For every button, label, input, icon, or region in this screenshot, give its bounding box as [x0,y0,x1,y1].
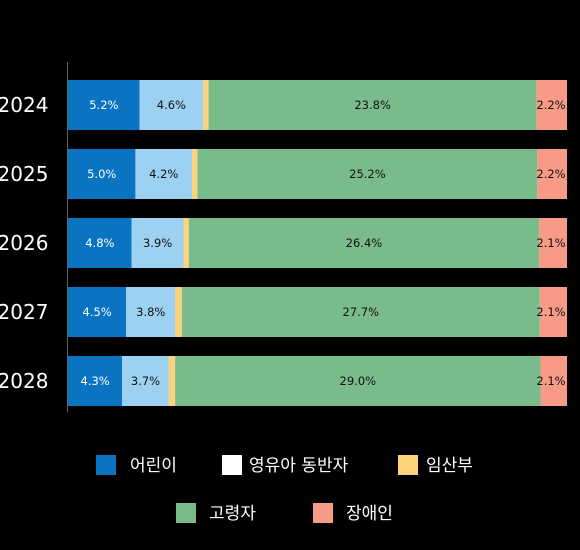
bar-segment [183,218,189,268]
data-label: 2.1% [536,305,565,319]
data-label: 4.3% [80,374,109,388]
legend-swatch [398,455,418,475]
data-label: 26.4% [346,236,383,250]
bar-segment [539,218,567,268]
legend-swatch [96,455,116,475]
legend-label: 고령자 [209,504,256,524]
data-label: 2.2% [536,167,565,181]
data-label: 5.0% [87,167,116,181]
bar-segment [68,218,132,268]
data-label: 2.1% [536,236,565,250]
bar-segment [188,218,540,268]
bar-segment [175,356,541,406]
legend-label: 영유아 동반자 [249,456,349,476]
bar-segment [135,149,193,199]
year-label: 2026 [0,231,48,255]
bar-segment [540,356,567,406]
legend-label: 임산부 [426,456,473,476]
legend-label: 장애인 [346,504,393,524]
year-label: 2024 [0,93,48,117]
data-label: 29.0% [340,374,377,388]
legend-swatch [222,455,242,475]
bar-segment [131,218,184,268]
bar-segment [203,80,209,130]
bar-segment [208,80,537,130]
bar-segment [175,287,182,337]
data-label: 27.7% [343,305,380,319]
bar-segment [68,149,136,199]
legend-label: 어린이 [130,456,177,476]
legend-swatch [313,503,333,523]
bar-segment [139,80,204,130]
bar-segment [68,356,123,406]
bars-group: 20245.2%4.6%0.4%23.8%2.2%20255.0%4.2%0.4… [0,80,567,406]
data-label: 2.2% [536,98,565,112]
data-label: 4.5% [82,305,111,319]
bar-segment [68,80,140,130]
bar-segment [539,287,567,337]
bar-segment [168,356,176,406]
data-label: 3.9% [143,236,172,250]
bar-segment [197,149,538,199]
data-label: 23.8% [354,98,391,112]
data-label: 2.1% [536,374,565,388]
legend-swatch [176,503,196,523]
data-label: 25.2% [349,167,386,181]
bar-segment [126,287,176,337]
data-label: 3.7% [131,374,160,388]
bar-segment [536,80,567,130]
bar-segment [192,149,198,199]
data-label: 4.6% [157,98,186,112]
year-label: 2027 [0,300,48,324]
data-label: 3.8% [136,305,165,319]
data-label: 4.8% [85,236,114,250]
data-label: 5.2% [89,98,118,112]
bar-segment [68,287,127,337]
bar-segment [181,287,540,337]
data-label: 4.2% [149,167,178,181]
year-label: 2025 [0,162,48,186]
bar-segment [537,149,567,199]
year-label: 2028 [0,369,48,393]
bar-segment [122,356,169,406]
